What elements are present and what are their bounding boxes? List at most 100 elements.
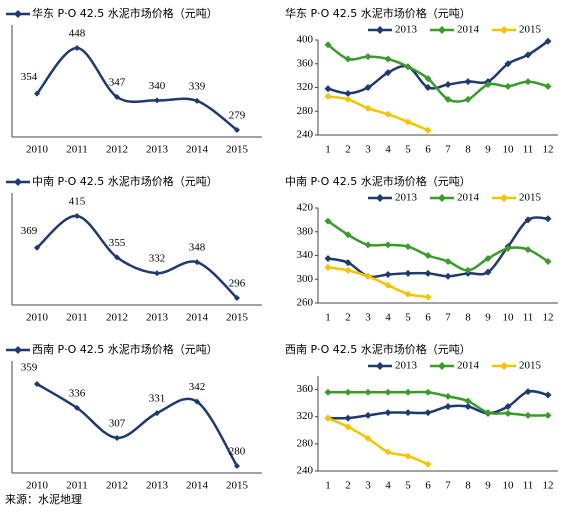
point-marker	[424, 293, 432, 301]
legend-key-marker	[438, 26, 446, 34]
point-marker	[344, 89, 352, 97]
data-label: 415	[69, 196, 86, 208]
x-tick-label: 11	[523, 312, 534, 324]
data-label: 347	[109, 77, 126, 89]
point-marker	[324, 41, 332, 49]
series-line	[327, 43, 549, 103]
point-marker	[384, 388, 392, 396]
point-marker	[344, 95, 352, 103]
x-tick-label: 4	[385, 144, 391, 156]
chart-title: 西南 P·O 42.5 水泥市场价格（元吨）	[285, 342, 471, 356]
x-tick-label: 10	[503, 144, 515, 156]
data-label: 307	[109, 418, 126, 430]
x-tick-label: 11	[523, 144, 534, 156]
x-tick-label: 2010	[26, 144, 49, 156]
x-tick-label: 2012	[106, 312, 128, 324]
point-marker	[344, 266, 352, 274]
point-marker	[324, 92, 332, 100]
point-marker	[484, 409, 492, 417]
point-marker	[74, 45, 80, 51]
chart-title: 华东 P·O 42.5 水泥市场价格（元吨）	[32, 6, 218, 20]
title-key-marker	[14, 10, 22, 18]
point-marker	[384, 271, 392, 278]
x-tick-label: 2	[345, 144, 351, 156]
point-marker	[384, 448, 392, 456]
point-marker	[324, 414, 332, 422]
x-tick-label: 2014	[186, 480, 209, 492]
point-marker	[504, 82, 512, 90]
title-key-marker	[14, 346, 22, 354]
x-tick-label: 8	[465, 312, 471, 324]
data-label: 331	[149, 393, 166, 405]
point-marker	[504, 403, 512, 411]
x-tick-label: 10	[503, 312, 515, 324]
x-tick-label: 2012	[106, 480, 128, 492]
data-label: 279	[229, 110, 246, 122]
x-tick-label: 2010	[26, 480, 49, 492]
x-tick-label: 8	[465, 144, 471, 156]
point-marker	[484, 254, 492, 262]
x-tick-label: 3	[365, 144, 371, 156]
point-marker	[504, 60, 512, 68]
x-tick-label: 12	[543, 144, 554, 156]
point-marker	[324, 85, 332, 93]
series-line	[327, 390, 549, 417]
point-marker	[324, 217, 332, 225]
x-tick-label: 2013	[146, 312, 169, 324]
y-tick-label: 380	[297, 225, 314, 237]
series-line	[36, 214, 238, 299]
point-marker	[344, 388, 352, 396]
point-marker	[324, 388, 332, 396]
x-tick-label: 4	[385, 480, 391, 492]
point-marker	[524, 51, 532, 59]
series-line	[327, 95, 429, 132]
point-marker	[384, 55, 392, 63]
chart-title: 西南 P·O 42.5 水泥市场价格（元吨）	[32, 342, 218, 356]
point-marker	[444, 257, 452, 265]
chart-title: 中南 P·O 42.5 水泥市场价格（元吨）	[285, 174, 471, 188]
point-marker	[424, 84, 432, 91]
point-marker	[154, 270, 160, 277]
x-tick-label: 3	[365, 312, 371, 324]
point-marker	[344, 55, 352, 63]
point-marker	[404, 269, 412, 277]
x-tick-label: 12	[543, 312, 554, 324]
legend-key-marker	[376, 194, 384, 202]
x-tick-label: 2014	[186, 312, 209, 324]
point-marker	[544, 82, 552, 90]
x-tick-label: 2011	[66, 480, 88, 492]
point-marker	[384, 281, 392, 289]
point-marker	[404, 290, 412, 298]
point-marker	[504, 409, 512, 417]
point-marker	[194, 259, 200, 266]
data-label: 296	[229, 278, 246, 290]
x-tick-label: 4	[385, 312, 391, 324]
point-marker	[34, 90, 40, 97]
legend-key-marker	[376, 362, 384, 370]
point-marker	[504, 244, 512, 252]
x-tick-label: 5	[405, 312, 411, 324]
point-marker	[544, 391, 552, 399]
point-marker	[444, 272, 452, 280]
point-marker	[544, 37, 552, 45]
point-marker	[444, 81, 452, 89]
point-marker	[464, 266, 472, 274]
point-marker	[194, 97, 200, 104]
title-key-marker	[14, 178, 22, 186]
point-marker	[424, 252, 432, 259]
legend-key-marker	[500, 26, 508, 34]
legend-label: 2014	[457, 24, 480, 36]
point-marker	[384, 110, 392, 118]
x-tick-label: 1	[325, 312, 331, 324]
legend-label: 2015	[519, 192, 542, 204]
point-marker	[444, 403, 452, 411]
point-marker	[524, 216, 532, 224]
x-tick-label: 6	[425, 144, 431, 156]
point-marker	[344, 423, 352, 431]
data-label: 355	[109, 237, 126, 249]
point-marker	[484, 268, 492, 276]
point-marker	[324, 263, 332, 271]
x-tick-label: 7	[445, 312, 451, 324]
x-tick-label: 12	[543, 480, 554, 492]
point-marker	[234, 463, 240, 469]
